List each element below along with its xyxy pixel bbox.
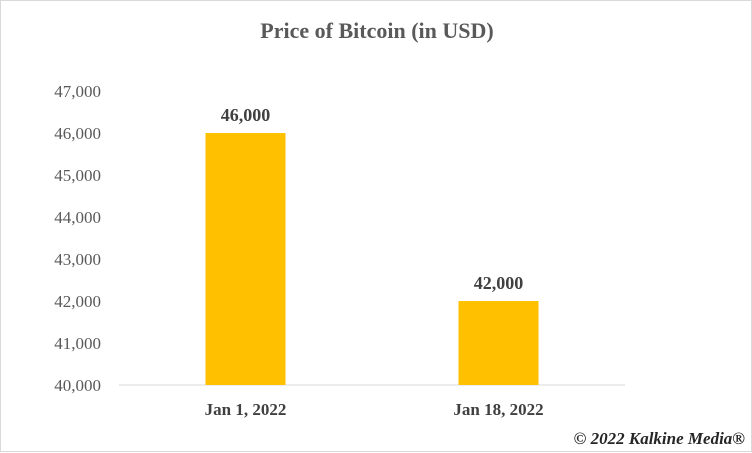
y-axis: 40,000 41,000 42,000 43,000 44,000 45,000 46,0… <box>54 82 101 395</box>
chart-title: Price of Bitcoin (in USD) <box>260 18 493 43</box>
x-tick-label: Jan 1, 2022 <box>205 400 287 419</box>
y-tick-label: 45,000 <box>54 166 101 185</box>
y-tick-label: 46,000 <box>54 124 101 143</box>
x-tick-label: Jan 18, 2022 <box>453 400 543 419</box>
data-label: 46,000 <box>221 105 271 125</box>
y-tick-label: 41,000 <box>54 334 101 353</box>
y-tick-label: 40,000 <box>54 376 101 395</box>
bar <box>205 133 286 385</box>
data-label: 42,000 <box>474 273 524 293</box>
y-tick-label: 43,000 <box>54 250 101 269</box>
bar <box>458 301 539 385</box>
y-tick-label: 42,000 <box>54 292 101 311</box>
y-tick-label: 44,000 <box>54 208 101 227</box>
x-axis: Jan 1, 2022 Jan 18, 2022 <box>205 400 544 419</box>
bars-group: 46,000 42,000 <box>205 105 539 385</box>
y-tick-label: 47,000 <box>54 82 101 101</box>
copyright-credit: © 2022 Kalkine Media® <box>574 429 746 448</box>
